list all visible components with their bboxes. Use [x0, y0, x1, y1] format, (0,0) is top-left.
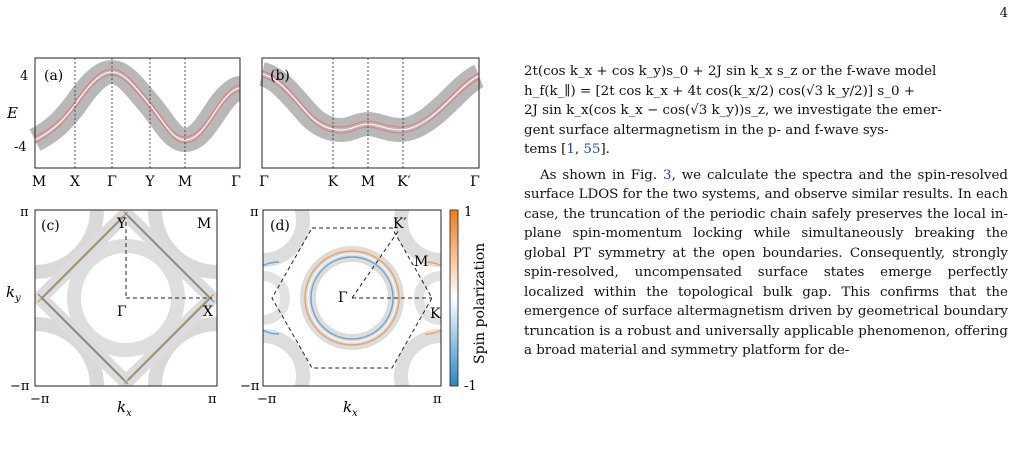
svg-text:M: M	[178, 174, 192, 190]
figure-link-3[interactable]: 3	[663, 167, 672, 183]
panel-c-xtick-left: −π	[30, 392, 50, 407]
panel-c-ytick-top: π	[20, 205, 29, 220]
panel-c-point-m: M	[197, 216, 211, 232]
panel-d-point-m: M	[414, 254, 428, 270]
panel-a-ytick-top: 4	[20, 69, 28, 84]
svg-text:y: y	[14, 293, 21, 304]
panel-c-point-x: X	[203, 304, 213, 320]
svg-text:x: x	[126, 408, 132, 419]
panel-d-xlabel: k x	[343, 398, 358, 419]
svg-text:k: k	[117, 398, 126, 416]
panel-b: (b) Γ K M K′ Γ	[258, 57, 485, 190]
svg-text:Y: Y	[144, 174, 155, 190]
panel-a: (a) 4 -4 E M X Γ Y M Γ	[6, 57, 243, 190]
panel-c-label: (c)	[41, 218, 60, 234]
panel-d: (d) K′ M Γ K π −π −π π k x	[240, 205, 442, 419]
equation-line-3: 2J sin k_x(cos k_x − cos(√3 k_y))s_z, we…	[524, 103, 942, 118]
svg-text:M: M	[361, 174, 375, 190]
panel-d-xtick-right: π	[433, 392, 442, 407]
paragraph-1: 2t(cos k_x + cos k_y)s_0 + 2J sin k_x s_…	[524, 62, 1008, 160]
text-column: 2t(cos k_x + cos k_y)s_0 + 2J sin k_x s_…	[524, 62, 1008, 361]
citation-link-55[interactable]: 55	[583, 142, 601, 157]
panel-d-label: (d)	[270, 218, 290, 234]
panel-d-xtick-left: −π	[257, 392, 277, 407]
panel-c-xlabel: k x	[117, 398, 132, 419]
svg-text:K: K	[328, 174, 339, 190]
panel-a-ytick-bottom: -4	[14, 140, 27, 155]
panel-c-ytick-bottom: −π	[10, 379, 30, 394]
citation-link-1[interactable]: 1	[566, 142, 575, 157]
svg-text:M: M	[32, 174, 46, 190]
panel-a-label: (a)	[44, 68, 63, 84]
colorbar-min: -1	[464, 379, 477, 394]
panel-c-ylabel: k y	[6, 283, 21, 304]
panel-b-label: (b)	[270, 68, 290, 84]
colorbar-max: 1	[464, 205, 472, 220]
figure-3: (a) 4 -4 E M X Γ Y M Γ (b) Γ K	[6, 57, 488, 419]
panel-d-point-k: K	[430, 306, 441, 322]
panel-c-xtick-right: π	[208, 392, 217, 407]
page-number: 4	[999, 6, 1008, 21]
svg-text:x: x	[352, 408, 358, 419]
text-line-4: gent surface altermagnetism in the p- an…	[524, 122, 889, 138]
svg-text:Γ: Γ	[107, 174, 117, 190]
equation-line-1: 2t(cos k_x + cos k_y)s_0 + 2J sin k_x s_…	[524, 64, 937, 79]
svg-text:X: X	[70, 174, 80, 190]
text-line-5: tems [1, 55].	[524, 142, 610, 157]
svg-text:Γ: Γ	[231, 174, 241, 190]
panel-b-xticks: Γ K M K′ Γ	[259, 174, 480, 190]
panel-d-point-gamma: Γ	[338, 290, 348, 306]
panel-a-xticks: M X Γ Y M Γ	[32, 174, 241, 190]
svg-text:k: k	[343, 398, 352, 416]
panel-d-ytick-bottom: −π	[240, 379, 260, 394]
panel-a-ylabel: E	[6, 104, 18, 122]
svg-text:K′: K′	[397, 174, 411, 190]
colorbar-label: Spin polarization	[472, 243, 488, 364]
paragraph-2: As shown in Fig. 3, we calculate the spe…	[524, 167, 1008, 359]
svg-text:k: k	[6, 283, 15, 301]
panel-d-point-kprime: K′	[393, 216, 407, 232]
panel-c-point-y: Y	[116, 216, 127, 232]
panel-c-point-gamma: Γ	[117, 304, 127, 320]
svg-text:Γ: Γ	[259, 174, 269, 190]
svg-text:Γ: Γ	[470, 174, 480, 190]
panel-c: (c) Y M Γ X π −π −π π k x k y	[6, 205, 218, 419]
equation-line-2: h_f(k_∥) = [2t cos k_x + 4t cos(k_x/2) c…	[524, 83, 915, 99]
panel-d-brillouin-zone	[271, 227, 433, 369]
panel-c-ibz-path	[125, 222, 212, 299]
colorbar: 1 -1 Spin polarization	[449, 205, 488, 394]
panel-d-ytick-top: π	[250, 205, 259, 220]
